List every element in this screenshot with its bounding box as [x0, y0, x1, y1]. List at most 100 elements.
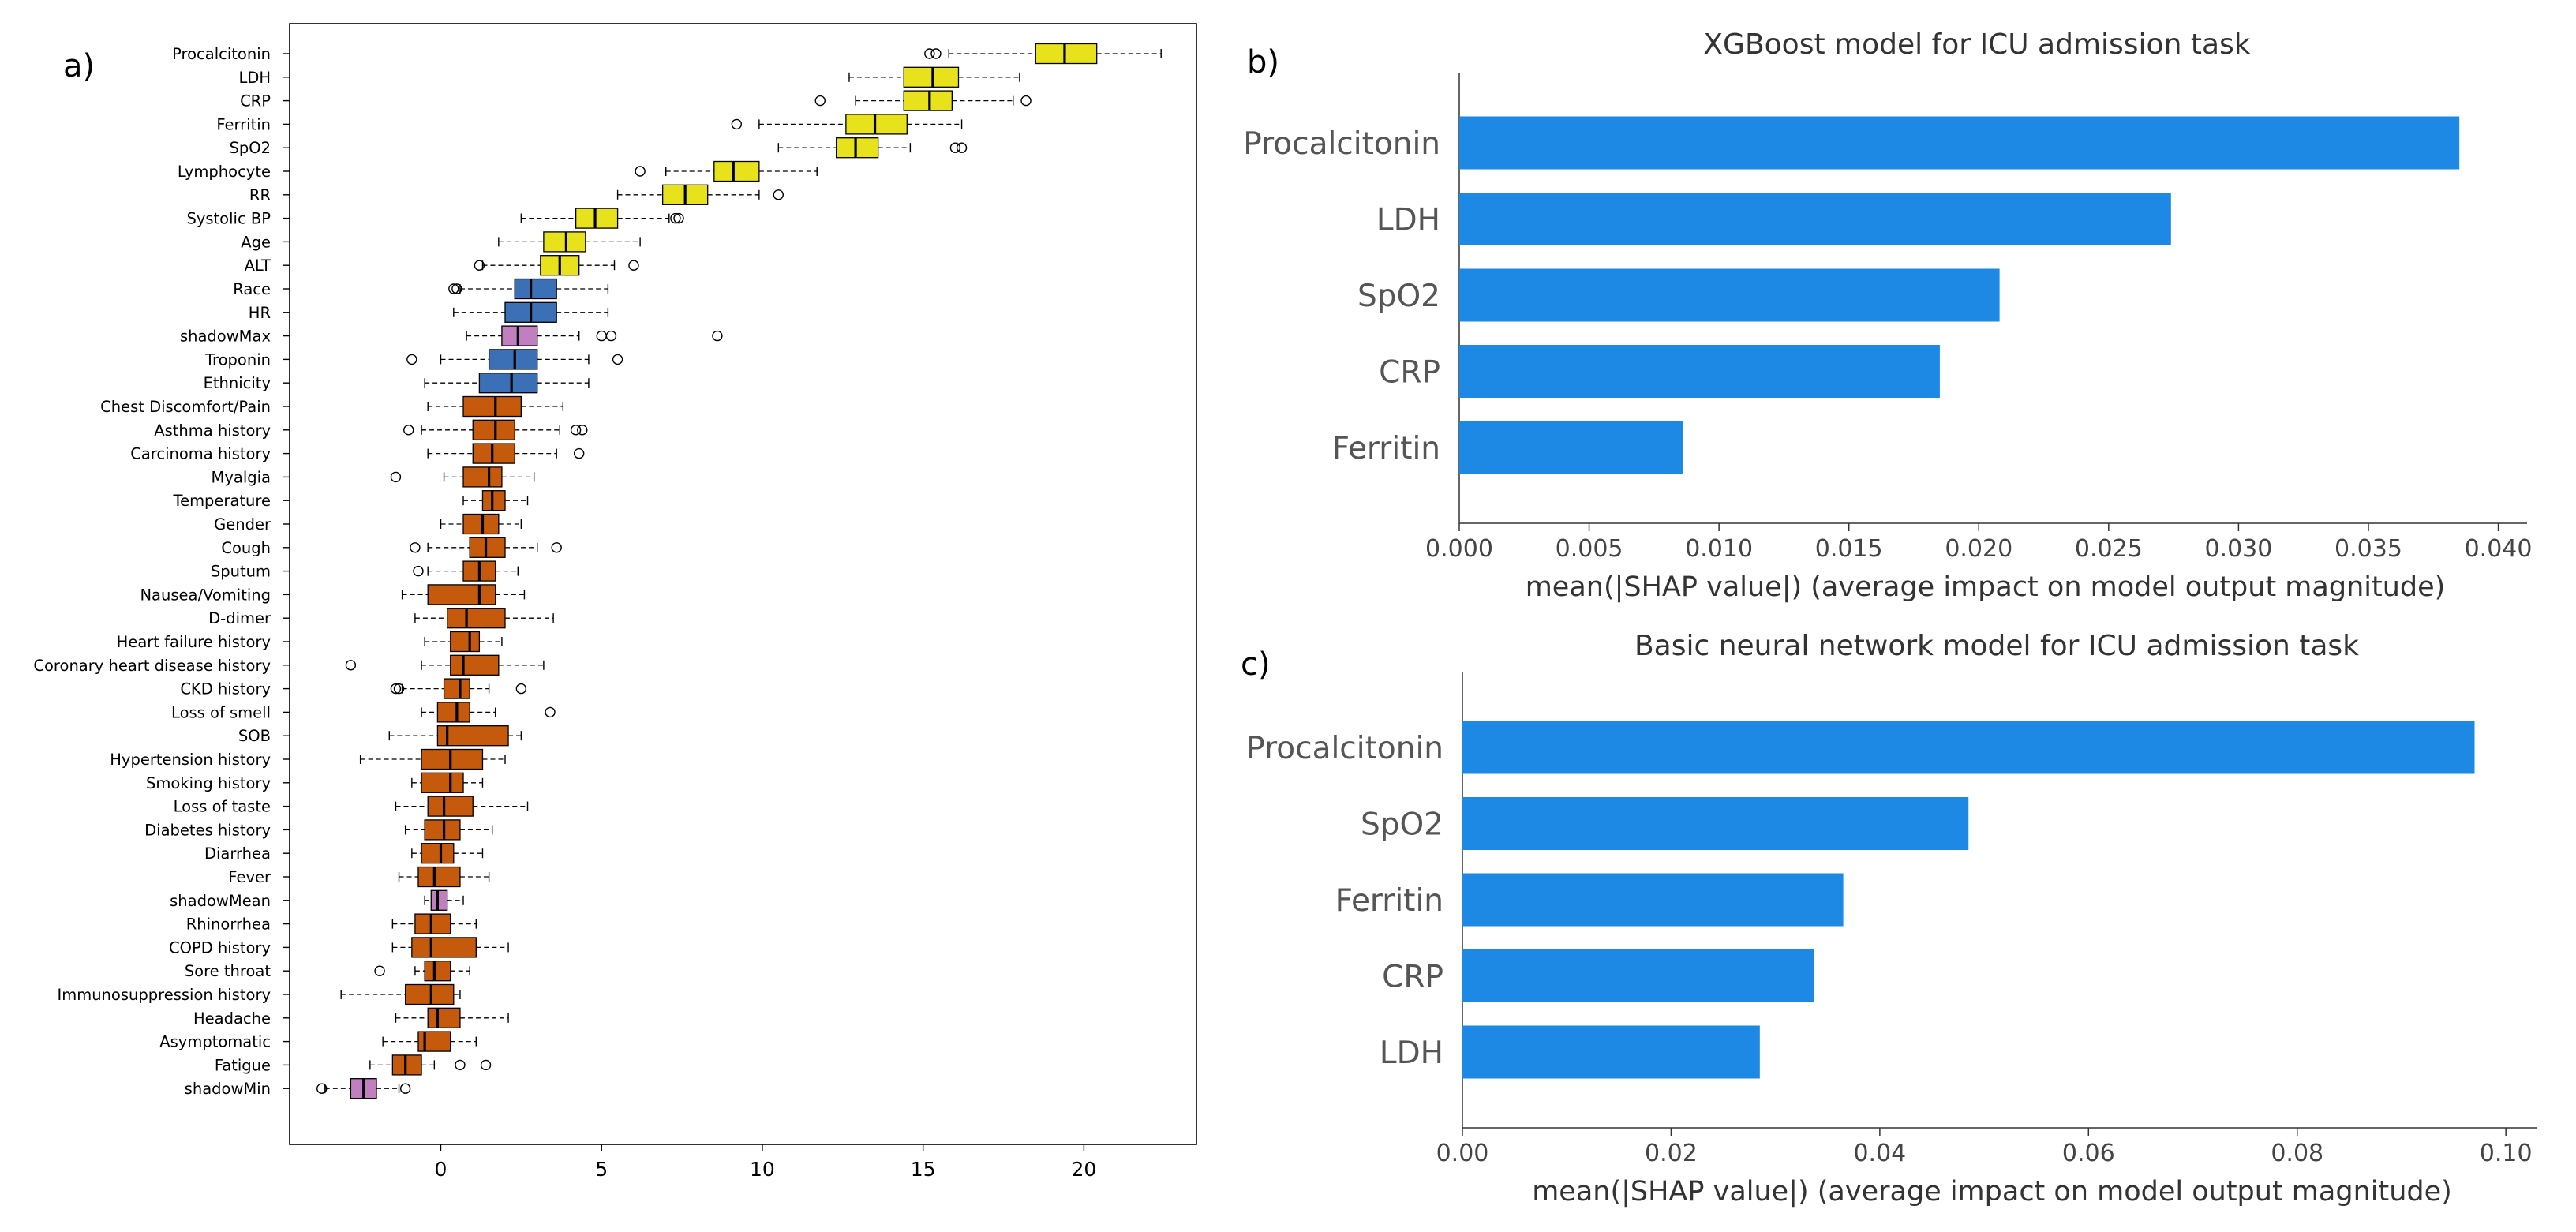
- outlier-sputum-0: [413, 565, 424, 577]
- nn-x-tick-label-0: 0.00: [1436, 1140, 1489, 1167]
- feature-label-shadowmin: shadowMin: [185, 1080, 271, 1098]
- box-crp: [903, 90, 953, 111]
- outlier-alt-0: [474, 260, 485, 271]
- box-sore-throat: [424, 961, 451, 982]
- feature-label-gender: Gender: [214, 515, 271, 534]
- xgboost-bar-ldh: [1459, 193, 2171, 245]
- xgboost-x-tick-label-1: 0.005: [1556, 535, 1623, 563]
- outlier-fatigue-1: [480, 1059, 492, 1071]
- feature-label-myalgia: Myalgia: [212, 468, 271, 486]
- outlier-myalgia-0: [390, 471, 402, 483]
- xgboost-x-tick-label-7: 0.035: [2334, 535, 2402, 563]
- feature-label-diabetes-history: Diabetes history: [144, 821, 271, 839]
- xgboost-x-tick-label-2: 0.010: [1685, 535, 1753, 563]
- feature-label-ferritin: Ferritin: [216, 115, 271, 133]
- xgboost-x-tick-label-8: 0.040: [2465, 535, 2533, 563]
- box-loss-of-taste: [427, 796, 474, 817]
- nn-chart-title: Basic neural network model for ICU admis…: [1634, 630, 2359, 662]
- x-tick-label-20: 20: [1071, 1158, 1096, 1181]
- box-rhinorrhea: [414, 913, 451, 934]
- boxplot-chart: 0 5 10 15 20 Procalcitonin LDH CRP Ferritin SpO2 L…: [33, 23, 1197, 1181]
- feature-label-rr: RR: [249, 186, 271, 204]
- xgboost-bar-crp: [1459, 345, 1940, 398]
- box-procalcitonin: [1035, 43, 1098, 65]
- panel-a-letter: a): [63, 48, 95, 84]
- panel-c-letter: c): [1241, 646, 1271, 683]
- nn-x-axis-title: mean(|SHAP value|) (average impact on mo…: [1532, 1176, 2452, 1208]
- feature-label-smoking-history: Smoking history: [146, 774, 271, 792]
- feature-label-hr: HR: [249, 304, 271, 322]
- xgboost-category-label-spo2: SpO2: [1357, 279, 1440, 314]
- outlier-ckd-history-0: [390, 683, 402, 695]
- box-coronary-heart-disease-history: [450, 654, 500, 676]
- outlier-alt-1: [628, 260, 639, 271]
- outlier-spo2-0: [949, 142, 961, 153]
- xgboost-x-tick-label-5: 0.025: [2075, 535, 2143, 563]
- nn-category-label-procalcitonin: Procalcitonin: [1246, 731, 1443, 766]
- xgboost-bar-spo2: [1459, 268, 2000, 322]
- nn-bar-ferritin: [1462, 873, 1844, 927]
- x-tick-label-15: 15: [911, 1158, 936, 1181]
- box-sob: [436, 725, 509, 747]
- box-diarrhea: [421, 843, 455, 864]
- outlier-troponin-1: [612, 354, 623, 365]
- outlier-race-0: [448, 283, 459, 294]
- outlier-asthma-history-1: [570, 425, 582, 436]
- feature-label-sputum: Sputum: [211, 563, 271, 581]
- box-cough: [469, 537, 506, 558]
- feature-label-asthma-history: Asthma history: [154, 421, 271, 440]
- feature-label-race: Race: [233, 280, 271, 298]
- box-myalgia: [462, 466, 503, 488]
- nn-category-label-ldh: LDH: [1380, 1035, 1443, 1071]
- neural-network-shap-chart: Basic neural network model for ICU admis…: [1246, 630, 2537, 1208]
- feature-label-alt: ALT: [245, 257, 271, 275]
- outlier-troponin-0: [406, 354, 417, 365]
- outlier-procalcitonin-1: [930, 48, 942, 59]
- xgboost-shap-chart: XGBoost model for ICU admission task Proc…: [1243, 28, 2532, 603]
- box-troponin: [488, 349, 538, 370]
- xgboost-category-label-crp: CRP: [1379, 355, 1440, 391]
- outlier-ferritin-0: [731, 118, 743, 130]
- nn-bar-spo2: [1462, 797, 1969, 850]
- box-lymphocyte: [713, 160, 760, 182]
- feature-label-rhinorrhea: Rhinorrhea: [186, 916, 271, 934]
- outlier-cough-1: [551, 542, 562, 553]
- box-spo2: [836, 137, 879, 159]
- outlier-loss-of-smell-0: [545, 706, 556, 718]
- feature-label-procalcitonin: Procalcitonin: [172, 45, 271, 63]
- box-d-dimer: [446, 608, 506, 629]
- feature-label-temperature: Temperature: [172, 492, 271, 510]
- feature-label-nausea-vomiting: Nausea/Vomiting: [140, 586, 271, 604]
- outlier-crp-0: [814, 95, 826, 107]
- box-ethnicity: [478, 373, 538, 394]
- feature-label-d-dimer: D-dimer: [208, 609, 271, 627]
- feature-label-copd-history: COPD history: [169, 938, 271, 957]
- nn-bar-procalcitonin: [1462, 721, 2475, 774]
- nn-x-tick-label-5: 0.10: [2480, 1140, 2533, 1167]
- box-loss-of-smell: [436, 702, 470, 723]
- box-carcinoma-history: [472, 443, 515, 464]
- box-fever: [417, 866, 461, 888]
- outlier-asthma-history-0: [403, 425, 414, 436]
- feature-label-spo2: SpO2: [229, 139, 271, 157]
- outlier-race-1: [451, 283, 462, 294]
- box-asthma-history: [472, 419, 515, 440]
- feature-label-loss-of-taste: Loss of taste: [174, 798, 271, 816]
- box-temperature: [481, 490, 506, 511]
- outlier-systolic-bp-1: [673, 212, 684, 224]
- nn-category-label-spo2: SpO2: [1361, 807, 1443, 843]
- box-asymptomatic: [417, 1031, 451, 1052]
- feature-label-carcinoma-history: Carcinoma history: [130, 445, 271, 463]
- box-nausea-vomiting: [427, 584, 496, 605]
- outlier-fatigue-0: [455, 1059, 466, 1071]
- feature-label-coronary-heart-disease-history: Coronary heart disease history: [33, 657, 271, 675]
- feature-label-diarrhea: Diarrhea: [204, 844, 271, 863]
- feature-label-ldh: LDH: [238, 69, 271, 87]
- feature-label-headache: Headache: [193, 1009, 271, 1028]
- box-heart-failure-history: [450, 631, 481, 653]
- nn-x-tick-label-4: 0.08: [2271, 1140, 2323, 1167]
- nn-category-label-ferritin: Ferritin: [1335, 883, 1443, 919]
- feature-label-lymphocyte: Lymphocyte: [178, 163, 271, 181]
